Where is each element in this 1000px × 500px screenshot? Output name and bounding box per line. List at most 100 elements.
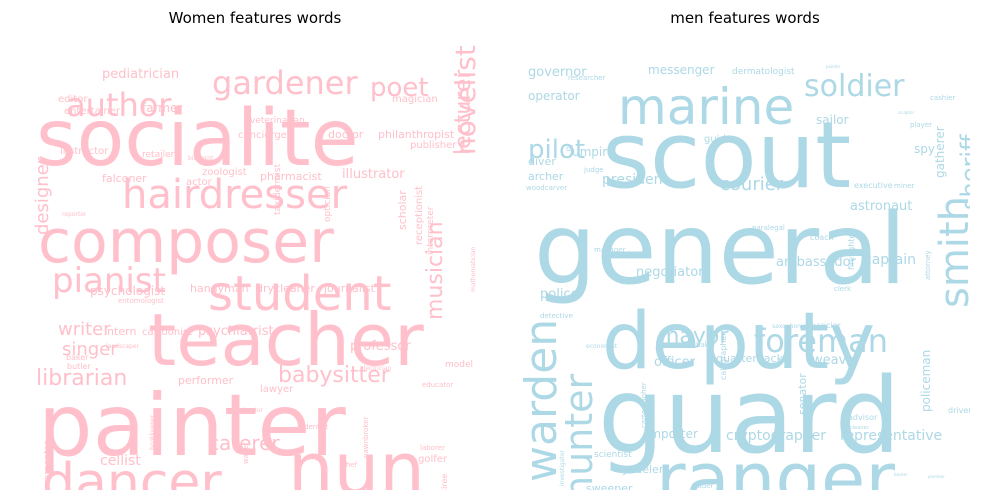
word-umpire: umpire [572, 145, 614, 159]
word-warden: warden [520, 319, 567, 482]
men-cloud-title: men features words [670, 9, 820, 27]
word-instructor: instructor [60, 146, 109, 157]
word-optician: optician [323, 186, 333, 222]
word-waiter: waiter [242, 442, 250, 464]
word-soldier: soldier [804, 69, 905, 104]
word-guide: guide [704, 134, 732, 145]
word-biologist: biologist [188, 155, 214, 162]
word-marine: marine [618, 78, 794, 136]
word-laborer: laborer [420, 444, 445, 452]
word-firefighter: firefighter [847, 230, 856, 270]
word-student: student [208, 266, 392, 322]
word-cartographer: cartographer [640, 382, 648, 428]
word-driver: driver [948, 406, 970, 415]
word-publisher: publisher [410, 140, 457, 151]
word-officer: officer [654, 355, 696, 370]
word-policeman: policeman [919, 350, 933, 412]
word-pianist: pianist [52, 261, 166, 301]
word-journalist: journalist [323, 282, 376, 295]
word-dancer: dancer [42, 453, 222, 490]
word-actor: actor [186, 177, 213, 188]
women-cloud-title: Women features words [168, 9, 342, 27]
word-caterer: caterer [208, 431, 280, 455]
word-astronaut: astronaut [850, 199, 912, 214]
word-landscaper: landscaper [106, 343, 140, 350]
word-painter: painter [38, 376, 346, 476]
word-baker: baker [66, 353, 89, 362]
word-doctor: doctor [328, 128, 364, 141]
word-trader: trader [692, 482, 714, 490]
word-entertainer: entertainer [64, 106, 121, 117]
men-word-cloud: general guard scout deputy ranger marine warde… [520, 63, 970, 490]
word-poet: poet [370, 73, 429, 103]
word-violinist: violinist [280, 489, 350, 490]
word-captain: captain [864, 252, 916, 268]
word-author: author [66, 86, 172, 124]
word-psychologist: psychologist [90, 284, 165, 298]
word-operator: operator [528, 89, 580, 103]
word-guard: guard [598, 355, 901, 477]
word-ambassador: ambassador [776, 255, 857, 270]
word-pediatrician: pediatrician [102, 67, 179, 82]
word-cellist: cellist [100, 453, 141, 469]
women-word-cloud: painter socialite teacher composer nun dancer… [32, 45, 480, 490]
word-writer: writer [58, 319, 111, 340]
word-pilot: pilot [528, 135, 585, 165]
word-cartoonist: cartoonist [142, 327, 192, 338]
word-sailor: sailor [816, 113, 849, 127]
word-singer: singer [62, 339, 118, 360]
word-farmer: farmer [142, 101, 182, 115]
word-intern: intern [104, 325, 136, 338]
word-mayor: mayor [658, 324, 729, 349]
word-lecturer: lecturer [451, 69, 476, 155]
word-deputy: deputy [602, 297, 875, 387]
word-sweeper: sweeper [586, 482, 633, 490]
word-ranger: ranger [656, 437, 895, 490]
word-hairdresser: hairdresser [122, 172, 348, 218]
word-investigator: investigator [559, 450, 566, 486]
word-president: president [602, 172, 669, 188]
word-scout: scout [602, 102, 851, 209]
word-painter: painter [826, 64, 841, 69]
word-senator: senator [796, 373, 809, 415]
word-general: general [534, 193, 906, 307]
word-negotiator: negotiator [636, 265, 704, 280]
word-baker: baker [696, 341, 716, 349]
word-weaver: weaver [812, 353, 860, 368]
word-gardener: gardener [212, 64, 358, 102]
word-paralegal: paralegal [752, 224, 785, 232]
word-foreman: foreman [754, 322, 888, 360]
word-concierge: concierge [238, 130, 287, 141]
word-illustrator: illustrator [342, 167, 405, 182]
word-dentist: dentist [304, 423, 329, 431]
word-pharmacist: pharmacist [260, 170, 322, 183]
word-carpenter: carpenter [43, 441, 53, 485]
word-retailer: retailer [142, 150, 175, 160]
word-handyman: handyman [190, 282, 249, 295]
word-courier: courier [720, 174, 784, 195]
word-dj: dj [566, 144, 573, 153]
word-editor: editor [58, 94, 88, 105]
word-dermatologist: dermatologist [732, 67, 795, 77]
word-researcher: researcher [568, 74, 606, 82]
word-plumber: plumber [928, 474, 945, 479]
word-scholar: scholar [396, 190, 409, 230]
word-magician: magician [392, 94, 438, 105]
word-advisor: advisor [848, 413, 878, 422]
word-coach: coach [810, 233, 834, 242]
word-librarian: librarian [36, 366, 127, 391]
word-interpreter: interpreter [426, 206, 436, 255]
word-spy: spy [914, 142, 935, 156]
word-woodcarver: woodcarver [526, 184, 567, 192]
word-falconer: falconer [102, 172, 147, 185]
word-educator: educator [422, 381, 453, 389]
word-representative: representative [840, 428, 942, 444]
word-gatherer: gatherer [933, 126, 947, 178]
word-player: player [910, 121, 932, 129]
word-novelist: novelist [449, 45, 480, 155]
word-mathematician: mathematician [470, 246, 477, 292]
word-sheriff: sheriff [956, 134, 970, 210]
word-electrician: electrician [360, 365, 391, 372]
word-yodeler: yodeler [622, 463, 664, 476]
word-bookkeeper: bookkeeper [149, 414, 156, 450]
